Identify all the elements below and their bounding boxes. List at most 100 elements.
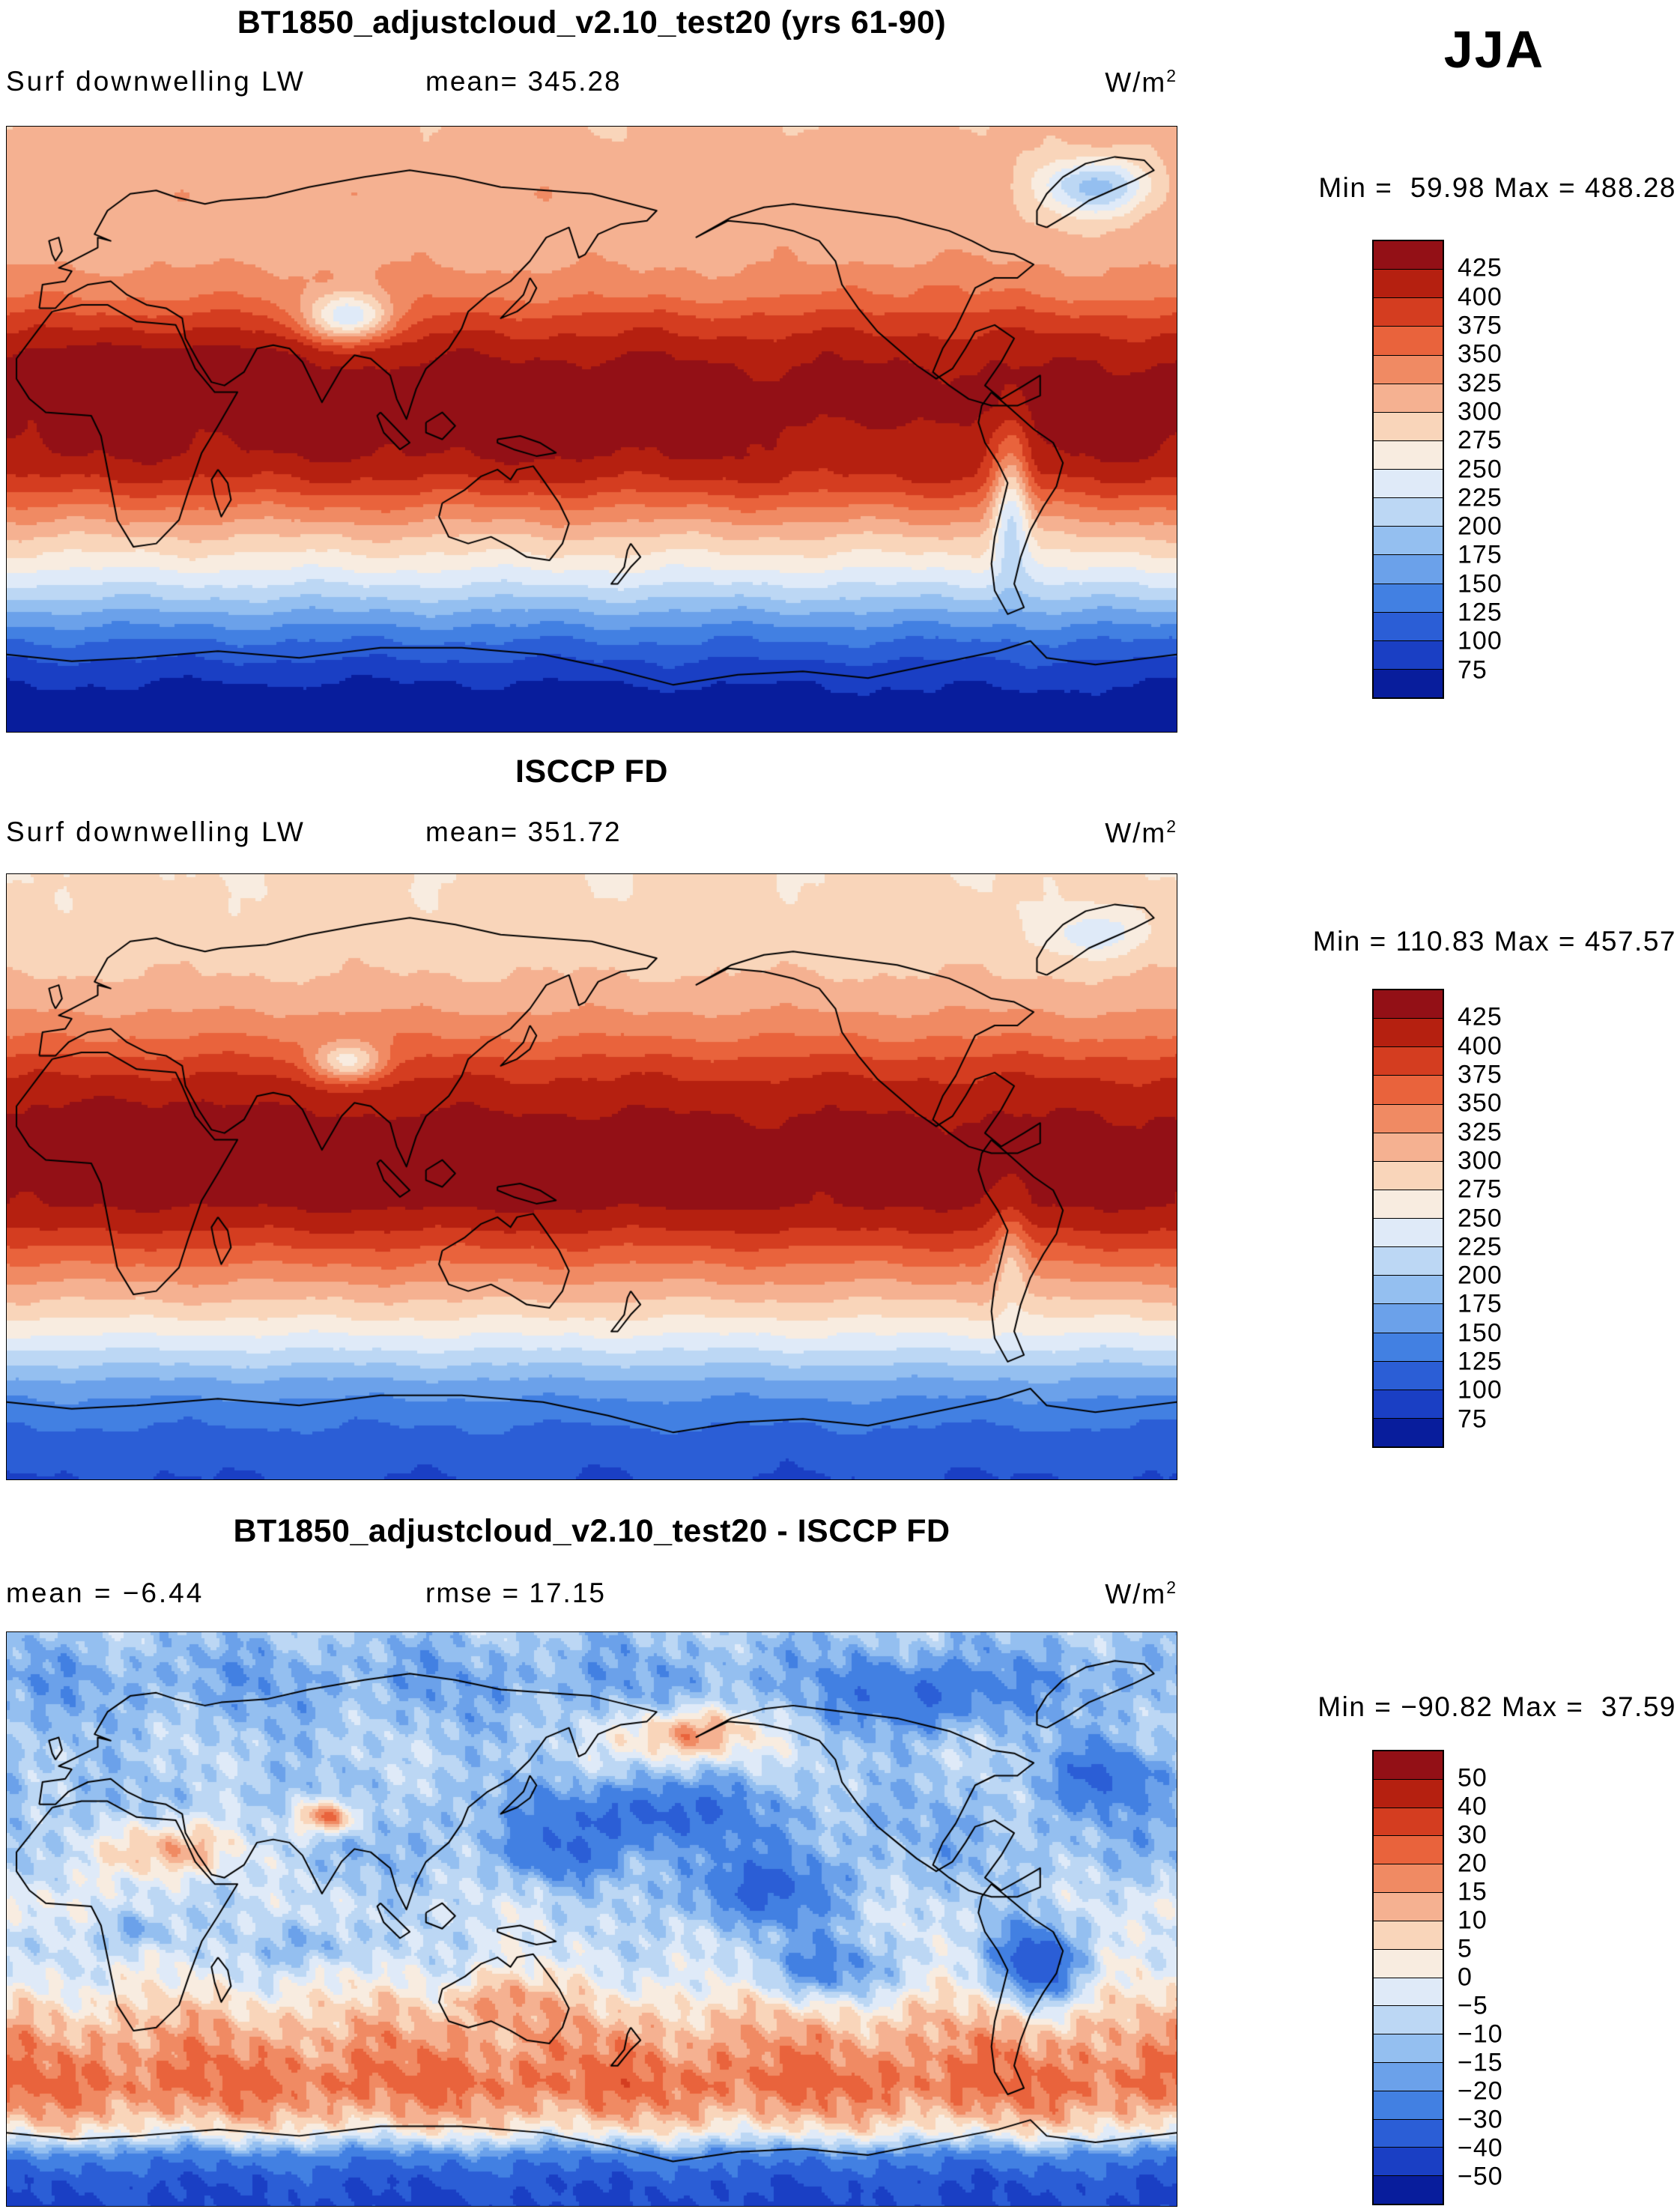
- colorbar-tick-label: 150: [1458, 1318, 1502, 1348]
- colorbar-cell: [1374, 269, 1443, 298]
- colorbar-tick-label: 225: [1458, 1232, 1502, 1261]
- colorbar-tick-label: 400: [1458, 282, 1502, 312]
- colorbar-cell: [1374, 1132, 1443, 1161]
- colorbar-tick-label: 40: [1458, 1792, 1488, 1821]
- colorbar-tick-label: 30: [1458, 1820, 1488, 1849]
- colorbar-cell: [1374, 1275, 1443, 1304]
- colorbar-tick-label: 425: [1458, 1002, 1502, 1031]
- panel2-stats: Min = 110.83 Max = 457.57: [1312, 926, 1676, 957]
- colorbar-cell: [1374, 640, 1443, 669]
- colorbar-tick-label: −15: [1458, 2048, 1503, 2077]
- panel1-label-row: Surf downwelling LW mean= 345.28 W/m2: [6, 66, 1176, 103]
- panel2-units-exponent: 2: [1166, 816, 1176, 836]
- colorbar-tick-label: −40: [1458, 2133, 1503, 2163]
- panel1-units-exponent: 2: [1166, 66, 1176, 85]
- colorbar-cell: [1374, 1332, 1443, 1361]
- colorbar-cell: [1374, 326, 1443, 355]
- colorbar-cell: [1374, 297, 1443, 327]
- colorbar-cell: [1374, 440, 1443, 469]
- colorbar-tick-label: 425: [1458, 253, 1502, 282]
- colorbar-tick-label: 50: [1458, 1763, 1488, 1793]
- colorbar-tick-label: 175: [1458, 1289, 1502, 1318]
- colorbar-cell: [1374, 241, 1443, 270]
- colorbar-cell: [1374, 411, 1443, 440]
- colorbar-tick-label: 250: [1458, 1204, 1502, 1232]
- colorbar-tick-label: −10: [1458, 2019, 1503, 2049]
- panel1-units-label: W/m2: [1105, 66, 1176, 98]
- colorbar-tick-label: 350: [1458, 339, 1502, 369]
- colorbar-tick-label: 5: [1458, 1934, 1473, 1963]
- colorbar-cell: [1374, 1948, 1443, 1978]
- colorbar-cell: [1374, 1864, 1443, 1893]
- colorbar-tick-label: 75: [1458, 1405, 1488, 1434]
- colorbar-cell: [1374, 469, 1443, 498]
- colorbar-tick-label: 200: [1458, 1261, 1502, 1290]
- panel3-colorbar-bar: [1372, 1750, 1444, 2205]
- panel1-units-base: W/m: [1105, 67, 1167, 98]
- colorbar-tick-label: −5: [1458, 1991, 1488, 2020]
- colorbar-tick-label: 375: [1458, 1060, 1502, 1089]
- colorbar-cell: [1374, 2118, 1443, 2148]
- colorbar-tick-label: 200: [1458, 512, 1502, 541]
- colorbar-cell: [1374, 526, 1443, 555]
- panel2-colorbar-bar: [1372, 989, 1444, 1448]
- colorbar-cell: [1374, 1417, 1443, 1446]
- colorbar-cell: [1374, 1920, 1443, 1949]
- colorbar-tick-label: −20: [1458, 2076, 1503, 2106]
- panel2-label-row: Surf downwelling LW mean= 351.72 W/m2: [6, 816, 1176, 854]
- colorbar-tick-label: 300: [1458, 397, 1502, 426]
- colorbar-tick-label: 125: [1458, 598, 1502, 627]
- colorbar-cell: [1374, 2147, 1443, 2176]
- colorbar-tick-label: 75: [1458, 655, 1488, 685]
- panel1-colorbar-bar: [1372, 240, 1444, 699]
- colorbar-tick-label: 325: [1458, 1118, 1502, 1147]
- colorbar-tick-label: 150: [1458, 569, 1502, 599]
- colorbar-tick-label: 400: [1458, 1031, 1502, 1061]
- colorbar-cell: [1374, 2061, 1443, 2091]
- colorbar-cell: [1374, 497, 1443, 527]
- panel3-map: [6, 1631, 1177, 2207]
- panel3-units-label: W/m2: [1105, 1578, 1176, 1610]
- panel3-label-row: mean = −6.44 rmse = 17.15 W/m2: [6, 1578, 1176, 1615]
- colorbar-tick-label: 350: [1458, 1088, 1502, 1118]
- colorbar-cell: [1374, 2005, 1443, 2034]
- colorbar-tick-label: 275: [1458, 1175, 1502, 1204]
- panel3-units-base: W/m: [1105, 1578, 1167, 1610]
- colorbar-tick-label: 20: [1458, 1849, 1488, 1878]
- panel1-colorbar: 425 400 375 350 325 300 275 250 225 200 175 150 125 1…: [1372, 240, 1552, 699]
- colorbar-cell: [1374, 1046, 1443, 1076]
- colorbar-cell: [1374, 668, 1443, 697]
- panel1-map: [6, 126, 1177, 733]
- season-label: JJA: [1443, 20, 1545, 79]
- panel2-map: [6, 873, 1177, 1480]
- colorbar-tick-label: 100: [1458, 1375, 1502, 1405]
- colorbar-cell: [1374, 2175, 1443, 2204]
- colorbar-cell: [1374, 1977, 1443, 2006]
- colorbar-cell: [1374, 1303, 1443, 1333]
- colorbar-cell: [1374, 990, 1443, 1019]
- panel3-stats: Min = −90.82 Max = 37.59: [1317, 1691, 1676, 1722]
- panel2-units-base: W/m: [1105, 817, 1167, 849]
- colorbar-cell: [1374, 554, 1443, 584]
- panel3-title: BT1850_adjustcloud_v2.10_test20 - ISCCP …: [233, 1513, 950, 1549]
- panel2-colorbar: 425 400 375 350 325 300 275 250 225 200 175 150 125 1…: [1372, 989, 1552, 1448]
- panel1-title: BT1850_adjustcloud_v2.10_test20 (yrs 61-…: [237, 4, 947, 40]
- panel3-units-exponent: 2: [1166, 1578, 1176, 1597]
- colorbar-cell: [1374, 383, 1443, 412]
- colorbar-tick-label: 125: [1458, 1347, 1502, 1376]
- colorbar-cell: [1374, 1360, 1443, 1390]
- colorbar-cell: [1374, 1246, 1443, 1276]
- colorbar-cell: [1374, 1892, 1443, 1921]
- colorbar-cell: [1374, 1018, 1443, 1047]
- colorbar-cell: [1374, 1778, 1443, 1808]
- colorbar-cell: [1374, 2090, 1443, 2119]
- colorbar-cell: [1374, 1751, 1443, 1779]
- colorbar-tick-label: 300: [1458, 1146, 1502, 1175]
- colorbar-tick-label: 325: [1458, 369, 1502, 398]
- colorbar-cell: [1374, 1189, 1443, 1218]
- panel3-mean-label: mean = −6.44: [6, 1578, 204, 1608]
- colorbar-cell: [1374, 1835, 1443, 1864]
- colorbar-tick-label: 225: [1458, 483, 1502, 512]
- colorbar-cell: [1374, 1389, 1443, 1418]
- colorbar-tick-label: 10: [1458, 1906, 1488, 1935]
